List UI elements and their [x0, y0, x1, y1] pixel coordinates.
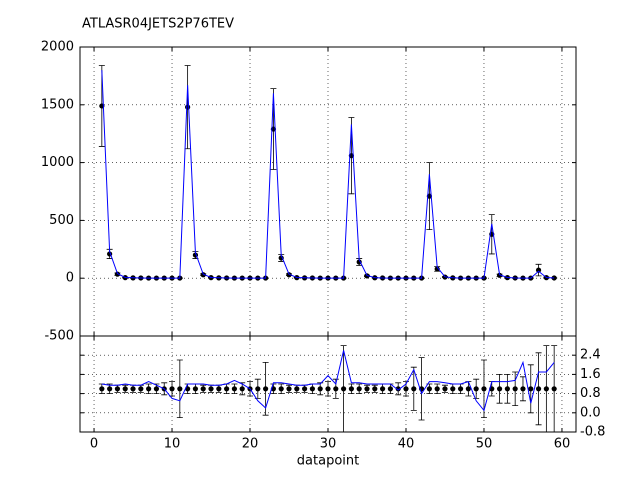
x-axis-label: datapoint — [297, 454, 359, 469]
data-point — [200, 272, 206, 278]
data-point — [263, 386, 269, 392]
data-point — [185, 104, 191, 110]
y-tick-label: 0 — [66, 271, 74, 286]
data-point — [146, 386, 152, 392]
data-point — [348, 386, 354, 392]
data-point — [231, 386, 238, 392]
data-point — [512, 386, 518, 392]
y-tick-label: -0.8 — [580, 425, 605, 440]
y-tick-label: 1500 — [41, 97, 74, 112]
data-point — [387, 386, 393, 392]
y-tick-label: 2000 — [41, 40, 74, 55]
y-tick-label: -500 — [44, 329, 74, 344]
data-point — [504, 386, 510, 392]
data-point — [99, 386, 105, 392]
data-point — [496, 386, 503, 392]
x-tick-label: 10 — [164, 437, 181, 452]
line — [101, 70, 555, 279]
data-point — [200, 386, 206, 392]
data-point — [255, 386, 261, 392]
data-point — [551, 386, 557, 392]
data-point — [543, 386, 549, 392]
data-point — [309, 386, 316, 392]
line — [101, 350, 555, 412]
y-tick-label: 2.4 — [580, 348, 601, 363]
data-point — [138, 386, 144, 392]
data-point — [114, 271, 121, 277]
data-point — [403, 386, 409, 392]
data-point — [457, 386, 464, 392]
data-point — [208, 386, 214, 392]
data-point — [325, 386, 331, 392]
x-tick-label: 60 — [554, 437, 571, 452]
data-point — [535, 267, 542, 273]
data-point — [535, 386, 542, 392]
data-point — [465, 386, 471, 392]
data-point — [333, 386, 339, 392]
data-point — [372, 386, 378, 392]
data-point — [528, 386, 534, 392]
x-tick-label: 50 — [476, 437, 493, 452]
data-point — [169, 386, 175, 392]
data-point — [107, 386, 113, 392]
data-point — [294, 386, 300, 392]
data-point — [473, 386, 479, 392]
data-point — [426, 386, 432, 392]
x-tick-label: 30 — [320, 437, 337, 452]
data-point — [224, 386, 230, 392]
data-point — [177, 386, 183, 392]
data-point — [379, 386, 386, 392]
data-point — [317, 386, 323, 392]
data-point — [122, 386, 128, 392]
data-point — [192, 386, 199, 392]
data-point — [286, 386, 292, 392]
data-point — [520, 386, 526, 392]
chart-title: ATLASR04JETS2P76TEV — [82, 17, 234, 32]
data-point — [153, 386, 160, 392]
data-point — [551, 275, 557, 281]
data-point — [278, 386, 284, 392]
y-tick-label: 1000 — [41, 155, 74, 170]
data-point — [411, 386, 417, 392]
y-tick-label: 0.8 — [580, 386, 601, 401]
axes-frame — [79, 335, 577, 433]
plot-area — [98, 65, 558, 281]
x-tick-label: 0 — [90, 437, 98, 452]
y-tick-label: 1.6 — [580, 367, 601, 382]
data-point — [434, 266, 440, 272]
data-point — [450, 386, 456, 392]
x-tick-label: 40 — [398, 437, 415, 452]
data-point — [395, 386, 401, 392]
data-point — [286, 272, 292, 278]
data-point — [481, 386, 487, 392]
data-point — [496, 272, 503, 278]
data-point — [434, 386, 440, 392]
data-point — [302, 386, 308, 392]
data-point — [114, 386, 121, 392]
data-point — [356, 386, 362, 392]
data-point — [130, 386, 136, 392]
y-tick-label: 0.0 — [580, 405, 601, 420]
data-point — [239, 386, 245, 392]
data-point — [216, 386, 222, 392]
x-tick-label: 20 — [242, 437, 259, 452]
data-point — [340, 386, 347, 392]
plot-area — [98, 345, 558, 432]
data-point — [442, 386, 448, 392]
data-point — [364, 386, 370, 392]
y-tick-label: 500 — [49, 213, 74, 228]
